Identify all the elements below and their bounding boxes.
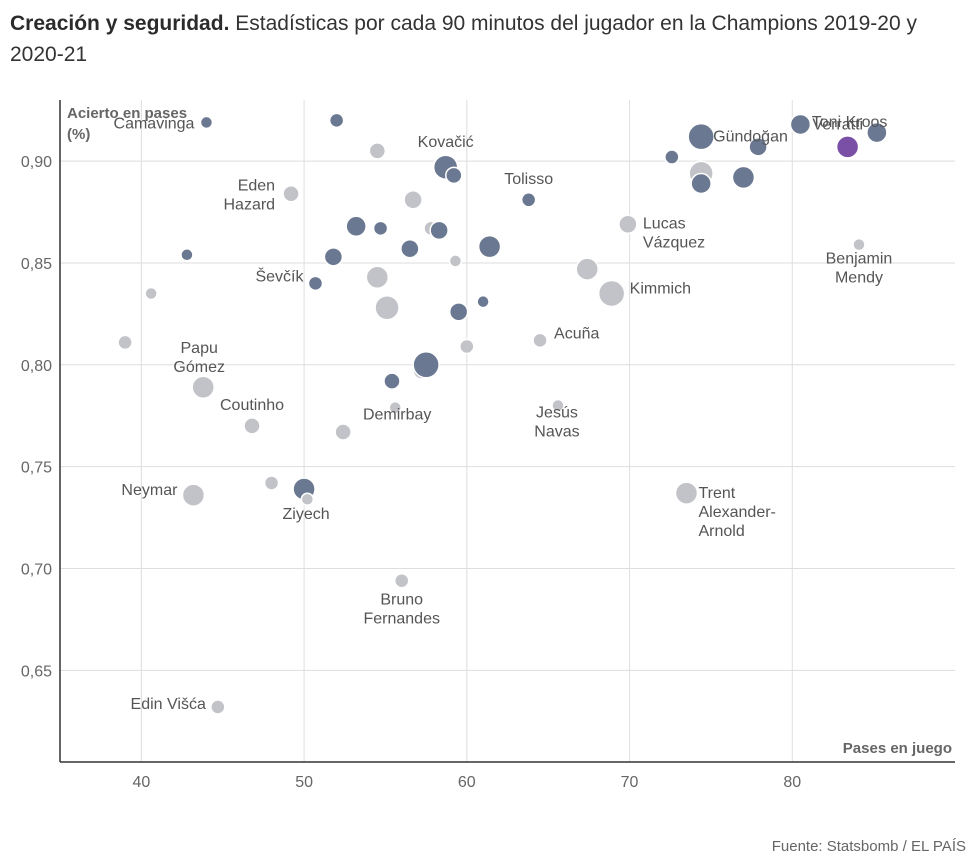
data-point — [835, 135, 860, 159]
point-label: Demirbay — [363, 407, 431, 424]
data-point — [191, 375, 215, 399]
y-tick-label: 0,70 — [21, 561, 52, 578]
data-point — [551, 398, 565, 413]
data-point — [852, 237, 866, 252]
x-tick-label: 80 — [783, 774, 801, 791]
data-point — [117, 334, 133, 351]
chart-title-bold: Creación y seguridad. — [10, 12, 230, 35]
data-point — [368, 142, 387, 160]
data-point — [243, 417, 261, 435]
data-point — [199, 115, 214, 130]
point-label: Hazard — [223, 197, 275, 214]
point-label: Bruno — [380, 592, 423, 609]
point-label: Ševčík — [255, 266, 304, 285]
data-point — [731, 165, 756, 190]
point-label: Gómez — [173, 359, 225, 376]
point-label: Kimmich — [630, 281, 691, 298]
point-label: Acuña — [554, 325, 599, 342]
data-point — [300, 492, 315, 506]
point-label: Lucas — [643, 215, 686, 232]
point-label: Gündoğan — [713, 129, 788, 146]
data-point — [429, 220, 449, 241]
data-point — [618, 214, 638, 235]
data-point — [532, 332, 548, 349]
point-label: Coutinho — [220, 397, 284, 414]
data-point — [393, 572, 410, 589]
point-label: Edin Višća — [131, 696, 206, 713]
data-point — [866, 121, 888, 144]
data-point — [181, 483, 206, 507]
data-point — [520, 192, 537, 208]
data-point — [180, 248, 194, 262]
point-label: Mendy — [835, 270, 883, 287]
data-point — [597, 279, 626, 308]
point-label: Fernandes — [363, 611, 440, 628]
chart-title: Creación y seguridad. Estadísticas por c… — [10, 8, 960, 70]
point-label: Tolisso — [504, 171, 553, 188]
data-point — [448, 302, 469, 322]
data-point — [459, 338, 475, 355]
x-tick-label: 70 — [621, 774, 639, 791]
data-point — [674, 481, 699, 505]
x-axis-title: Pases en juego — [843, 740, 952, 757]
y-axis-title: (%) — [67, 126, 90, 143]
data-point — [687, 122, 715, 151]
data-point — [789, 113, 812, 136]
data-point — [575, 257, 599, 281]
chart-title-rest: Estadísticas por cada 90 minutos del jug… — [10, 12, 917, 66]
point-label: Navas — [534, 424, 579, 441]
point-label: Ziyech — [283, 506, 330, 523]
x-tick-label: 50 — [295, 774, 313, 791]
data-point — [664, 149, 680, 165]
y-tick-label: 0,80 — [21, 358, 52, 375]
data-point — [328, 112, 345, 129]
point-label: Eden — [238, 178, 275, 195]
x-tick-label: 60 — [458, 774, 476, 791]
data-point — [445, 166, 463, 185]
y-tick-label: 0,65 — [21, 663, 52, 680]
point-label: Papu — [181, 340, 218, 357]
data-point — [388, 400, 402, 415]
data-point — [374, 295, 400, 321]
data-point — [476, 294, 490, 309]
point-label: Verratti — [812, 116, 863, 133]
data-point — [690, 172, 712, 195]
point-label: Kovačić — [418, 134, 474, 151]
data-point — [323, 247, 344, 267]
data-point — [365, 265, 390, 289]
data-point — [372, 220, 389, 237]
point-label: Trent — [699, 485, 736, 502]
data-point — [400, 238, 420, 259]
data-point — [144, 286, 158, 301]
data-point — [263, 475, 280, 491]
data-point — [210, 699, 226, 715]
point-label: Vázquez — [643, 234, 705, 251]
point-label: Jesús — [536, 405, 578, 422]
point-label: Alexander- — [699, 504, 776, 521]
point-label: Camavinga — [114, 115, 195, 132]
data-point — [307, 275, 324, 292]
y-tick-label: 0,85 — [21, 256, 52, 273]
x-tick-label: 40 — [132, 774, 150, 791]
data-point — [334, 423, 352, 441]
data-point — [412, 351, 440, 379]
point-label: Benjamin — [826, 251, 893, 268]
point-label: Neymar — [121, 482, 178, 499]
data-point — [477, 234, 502, 259]
data-point — [345, 215, 367, 238]
data-point — [403, 190, 423, 210]
data-point — [748, 137, 768, 157]
data-point — [282, 184, 300, 203]
y-tick-label: 0,90 — [21, 154, 52, 171]
point-label: Toni Kroos — [812, 114, 888, 131]
source-note: Fuente: Statsbomb / EL PAÍS — [771, 838, 966, 855]
data-point — [383, 372, 401, 390]
y-tick-label: 0,75 — [21, 460, 52, 477]
point-label: Arnold — [699, 523, 745, 540]
data-point — [448, 254, 463, 268]
y-axis-title: Acierto en pases — [67, 105, 187, 122]
